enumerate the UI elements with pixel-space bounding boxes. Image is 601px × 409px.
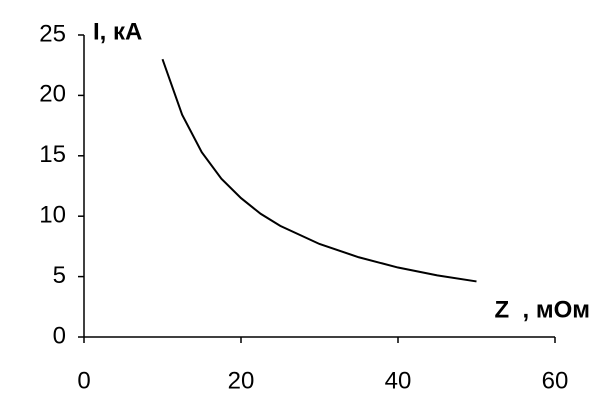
x-tick-label: 40 <box>385 367 412 394</box>
y-axis-label: I, кА <box>93 18 142 45</box>
y-tick-label: 20 <box>39 81 66 108</box>
y-tick-label: 25 <box>39 20 66 47</box>
y-tick-label: 15 <box>39 141 66 168</box>
x-tick-label: 60 <box>542 367 569 394</box>
x-tick-label: 20 <box>228 367 255 394</box>
line <box>161 58 477 283</box>
y-tick-label: 10 <box>39 202 66 229</box>
y-tick-label: 5 <box>53 262 66 289</box>
y-tick-label: 0 <box>53 322 66 349</box>
x-tick-label: 0 <box>77 367 90 394</box>
x-axis-label: Z , мОм <box>494 296 590 323</box>
